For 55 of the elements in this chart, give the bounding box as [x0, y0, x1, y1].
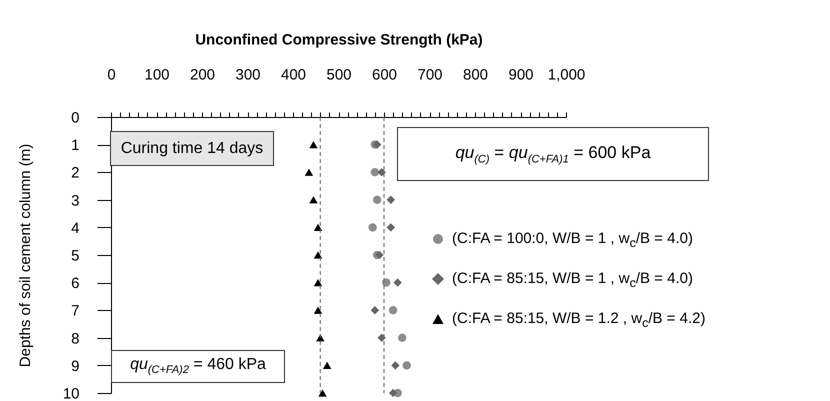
x-tick-label: 600: [372, 66, 398, 84]
point: [314, 251, 322, 259]
point: [322, 362, 332, 370]
y-axis-title: Depths of soil cement column (m): [16, 144, 34, 368]
x-tick-label: 1,000: [548, 66, 586, 84]
point: [402, 361, 411, 370]
y-tick-label: 4: [71, 220, 80, 237]
point: [314, 306, 322, 314]
point: [398, 334, 406, 342]
point: [378, 168, 386, 176]
x-tick-label: 200: [190, 66, 216, 84]
point: [309, 196, 318, 204]
point: [304, 168, 314, 176]
x-tick-label: 500: [326, 66, 352, 84]
x-tick-label: 700: [417, 66, 443, 84]
legend-label: (C:FA = 85:15, W/B = 1.2 , w$_{c}$/B = 4.2): [452, 310, 706, 330]
y-tick-label: 1: [71, 137, 80, 154]
point: [388, 388, 398, 398]
point: [314, 278, 322, 286]
point: [370, 306, 380, 314]
x-tick-label: 900: [508, 66, 534, 84]
point: [378, 334, 386, 342]
point: [309, 140, 318, 148]
point: [318, 389, 327, 397]
point: [370, 168, 380, 176]
annotation: Curing time 14 days: [120, 140, 264, 158]
y-tick-label: 8: [71, 330, 80, 348]
point: [388, 306, 398, 314]
x-axis-title: Unconfined Compressive Strength (kPa): [195, 32, 483, 48]
point: [391, 361, 400, 370]
legend-label: (C:FA = 85:15, W/B = 1 , w$_{c}$/B = 4.0): [452, 270, 693, 290]
x-tick-label: 800: [462, 66, 488, 84]
point: [372, 196, 382, 204]
y-tick-label: 7: [71, 302, 80, 320]
x-tick-label: 400: [280, 66, 306, 84]
y-tick-label: 0: [71, 110, 80, 126]
point: [368, 223, 377, 232]
y-tick-label: 2: [71, 164, 80, 182]
point: [386, 196, 396, 204]
annotation: qu$_{(C)}$ = qu$_{(C+FA)1}$ = 600 kPa: [455, 142, 651, 166]
y-tick-label: 5: [71, 248, 80, 264]
x-tick-label: 0: [107, 66, 116, 84]
legend-label: (C:FA = 100:0, W/B = 1 , w$_{c}$/B = 4.0): [452, 230, 693, 250]
x-tick-label: 100: [144, 66, 170, 84]
y-tick-label: 10: [62, 386, 80, 401]
point: [375, 250, 384, 260]
y-tick-label: 9: [71, 358, 80, 375]
y-tick-label: 3: [71, 192, 80, 210]
point: [386, 223, 396, 232]
point: [314, 224, 322, 232]
y-tick-label: 6: [71, 275, 80, 292]
annotation: qu$_{(C+FA)2}$ = 460 kPa: [130, 356, 266, 377]
point: [382, 278, 390, 287]
x-tick-label: 300: [235, 66, 261, 84]
point: [393, 278, 402, 287]
